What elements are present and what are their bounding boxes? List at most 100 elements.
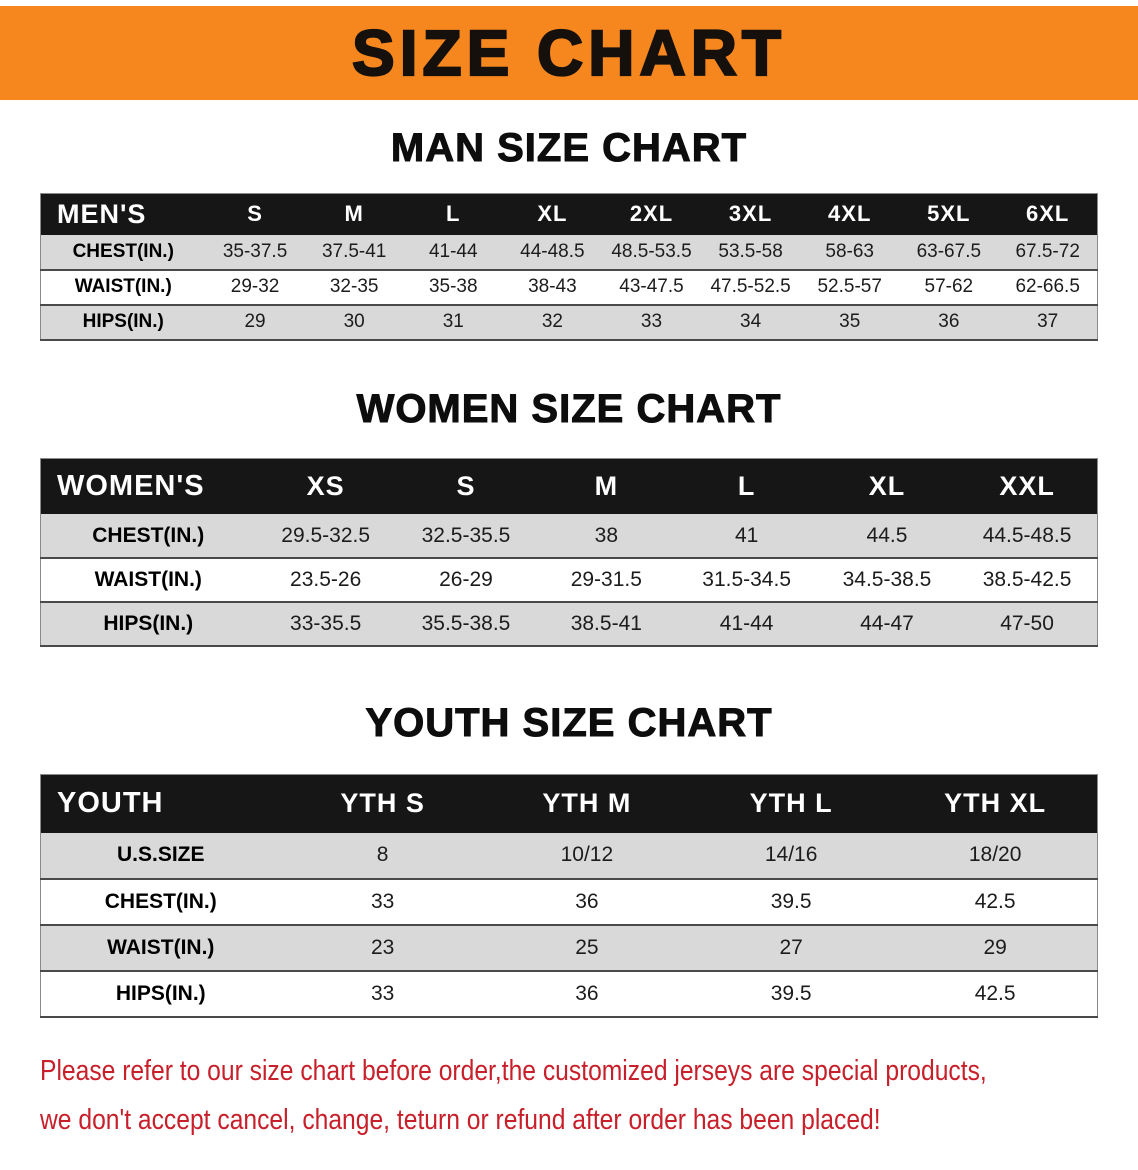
youth-heading: YOUTH SIZE CHART — [365, 701, 773, 746]
table-cell: 23 — [280, 924, 485, 972]
women-section: WOMEN SIZE CHART WOMEN'S XS S M L XL XXL CHEST(I… — [0, 386, 1138, 647]
row-label: HIPS(IN.) — [40, 602, 256, 647]
table-row: CHEST(IN.) 29.5-32.5 32.5-35.5 38 41 44.5 44.5… — [40, 514, 1098, 559]
group-label: WOMEN'S — [40, 458, 256, 514]
youth-table-body: U.S.SIZE 8 10/12 14/16 18/20 CHEST(IN.) 33 36 39… — [40, 832, 1098, 1018]
size-column-header: XL — [502, 193, 602, 235]
disclaimer: Please refer to our size chart before or… — [0, 1052, 1138, 1170]
table-cell: 29-31.5 — [536, 558, 677, 603]
table-cell: 47.5-52.5 — [701, 269, 801, 306]
table-cell: 31 — [403, 304, 503, 341]
size-column-header: M — [536, 458, 677, 514]
table-row: HIPS(IN.) 33 36 39.5 42.5 — [40, 970, 1098, 1018]
table-cell: 42.5 — [893, 878, 1098, 926]
table-cell: 33 — [601, 304, 702, 341]
table-cell: 27 — [689, 924, 894, 972]
size-column-header: S — [205, 193, 305, 235]
title-banner: SIZE CHART — [0, 6, 1138, 100]
table-cell: 33 — [280, 970, 485, 1018]
table-cell: 18/20 — [893, 832, 1098, 880]
table-row: HIPS(IN.) 29 30 31 32 33 34 35 36 37 — [40, 304, 1098, 341]
table-cell: 26-29 — [395, 558, 537, 603]
table-row: U.S.SIZE 8 10/12 14/16 18/20 — [40, 832, 1098, 880]
row-label: WAIST(IN.) — [40, 924, 281, 972]
size-chart-sections: MAN SIZE CHART MEN'S S M L XL 2XL 3XL 4XL 5XL 6XL C… — [0, 126, 1138, 1018]
table-cell: 35-38 — [403, 269, 503, 306]
table-cell: 29.5-32.5 — [255, 514, 396, 559]
row-label: WAIST(IN.) — [40, 269, 206, 306]
table-cell: 47-50 — [957, 602, 1098, 647]
table-cell: 31.5-34.5 — [676, 558, 817, 603]
table-cell: 10/12 — [484, 832, 689, 880]
table-cell: 43-47.5 — [601, 269, 702, 306]
table-cell: 32.5-35.5 — [395, 514, 537, 559]
table-row: CHEST(IN.) 33 36 39.5 42.5 — [40, 878, 1098, 926]
table-cell: 25 — [484, 924, 689, 972]
men-heading: MAN SIZE CHART — [390, 126, 748, 171]
table-cell: 29 — [205, 304, 305, 341]
row-label: WAIST(IN.) — [40, 558, 256, 603]
size-column-header: 3XL — [701, 193, 801, 235]
size-column-header: YTH M — [484, 774, 689, 833]
table-cell: 39.5 — [689, 878, 894, 926]
table-cell: 38-43 — [502, 269, 602, 306]
size-column-header: YTH XL — [893, 774, 1098, 833]
size-column-header: XL — [816, 458, 958, 514]
row-label: CHEST(IN.) — [40, 234, 206, 271]
table-cell: 37.5-41 — [304, 234, 404, 271]
size-chart-page: SIZE CHART MAN SIZE CHART MEN'S S M L XL 2XL 3X… — [0, 6, 1138, 1170]
women-table-body: CHEST(IN.) 29.5-32.5 32.5-35.5 38 41 44.5 44.5… — [40, 514, 1098, 647]
table-row: CHEST(IN.) 35-37.5 37.5-41 41-44 44-48.5 48.5… — [40, 234, 1098, 271]
table-cell: 38.5-42.5 — [957, 558, 1098, 603]
size-column-header: 6XL — [998, 193, 1098, 235]
table-row: WAIST(IN.) 29-32 32-35 35-38 38-43 43-47.5 47.… — [40, 269, 1098, 306]
table-cell: 36 — [484, 878, 689, 926]
table-cell: 41-44 — [403, 234, 503, 271]
table-cell: 52.5-57 — [800, 269, 900, 306]
page-title: SIZE CHART — [351, 16, 786, 90]
header-row: MEN'S S M L XL 2XL 3XL 4XL 5XL 6XL — [40, 193, 1098, 235]
table-cell: 29-32 — [205, 269, 305, 306]
size-column-header: 5XL — [899, 193, 999, 235]
table-cell: 37 — [998, 304, 1098, 341]
men-size-table: MEN'S S M L XL 2XL 3XL 4XL 5XL 6XL CHEST(IN.) 35-37… — [40, 193, 1098, 341]
table-cell: 67.5-72 — [998, 234, 1098, 271]
youth-size-table: YOUTH YTH S YTH M YTH L YTH XL U.S.SIZE 8 10/12… — [40, 774, 1098, 1018]
table-cell: 35.5-38.5 — [395, 602, 537, 647]
table-cell: 62-66.5 — [998, 269, 1098, 306]
size-column-header: XXL — [957, 458, 1098, 514]
table-cell: 39.5 — [689, 970, 894, 1018]
table-cell: 58-63 — [800, 234, 900, 271]
size-column-header: S — [395, 458, 537, 514]
table-cell: 30 — [304, 304, 404, 341]
row-label: CHEST(IN.) — [40, 878, 281, 926]
table-cell: 34.5-38.5 — [816, 558, 958, 603]
disclaimer-line-1: Please refer to our size chart before or… — [40, 1054, 987, 1087]
row-label: HIPS(IN.) — [40, 304, 206, 341]
table-cell: 44-48.5 — [502, 234, 602, 271]
table-row: HIPS(IN.) 33-35.5 35.5-38.5 38.5-41 41-44 44-… — [40, 602, 1098, 647]
row-label: HIPS(IN.) — [40, 970, 281, 1018]
table-cell: 44-47 — [816, 602, 958, 647]
header-row: WOMEN'S XS S M L XL XXL — [40, 458, 1098, 514]
row-label: CHEST(IN.) — [40, 514, 256, 559]
men-table-body: CHEST(IN.) 35-37.5 37.5-41 41-44 44-48.5 48.5… — [40, 234, 1098, 341]
youth-section: YOUTH SIZE CHART YOUTH YTH S YTH M YTH L YTH … — [0, 701, 1138, 1018]
table-cell: 36 — [484, 970, 689, 1018]
table-cell: 41 — [676, 514, 817, 559]
table-cell: 42.5 — [893, 970, 1098, 1018]
table-cell: 35 — [800, 304, 900, 341]
table-cell: 48.5-53.5 — [601, 234, 702, 271]
table-cell: 44.5 — [816, 514, 958, 559]
women-size-table: WOMEN'S XS S M L XL XXL CHEST(IN.) 29.5-32.5 32.5… — [40, 457, 1098, 647]
table-row: WAIST(IN.) 23 25 27 29 — [40, 924, 1098, 972]
men-section: MAN SIZE CHART MEN'S S M L XL 2XL 3XL 4XL 5XL 6XL C… — [0, 126, 1138, 341]
table-cell: 32-35 — [304, 269, 404, 306]
table-cell: 63-67.5 — [899, 234, 999, 271]
men-table-head: MEN'S S M L XL 2XL 3XL 4XL 5XL 6XL — [40, 193, 1098, 235]
size-column-header: YTH L — [689, 774, 894, 833]
disclaimer-line-2: we don't accept cancel, change, teturn o… — [40, 1103, 881, 1136]
table-cell: 34 — [701, 304, 801, 341]
women-heading: WOMEN SIZE CHART — [356, 386, 782, 431]
header-row: YOUTH YTH S YTH M YTH L YTH XL — [40, 774, 1098, 833]
